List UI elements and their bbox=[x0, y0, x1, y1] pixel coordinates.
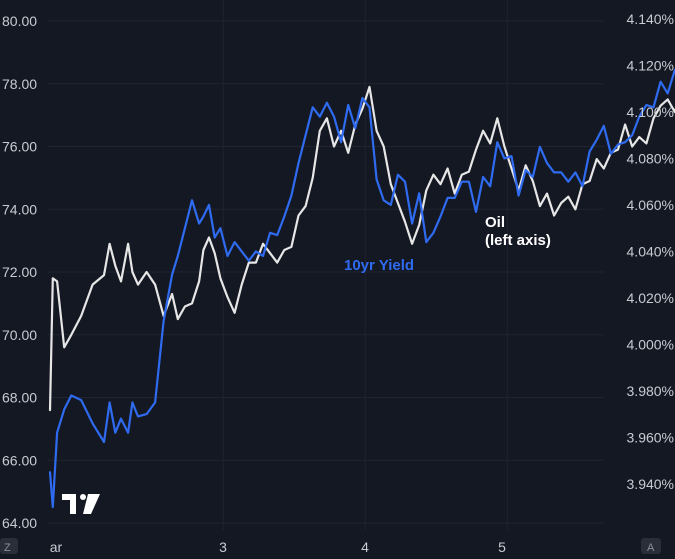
x-tick-label: 5 bbox=[498, 539, 506, 554]
x-axis-ticks: ar 3 4 5 bbox=[50, 539, 506, 555]
yield-series-label: 10yr Yield bbox=[344, 257, 414, 274]
right-tick-label: 4.000% bbox=[627, 336, 674, 352]
corner-label-right: A bbox=[647, 542, 655, 554]
right-tick-label: 4.080% bbox=[627, 150, 674, 166]
oil-series-label: Oil bbox=[485, 214, 505, 231]
right-tick-label: 3.960% bbox=[627, 429, 674, 445]
grid-lines bbox=[48, 0, 604, 530]
left-tick-label: 74.00 bbox=[2, 201, 37, 217]
left-axis-ticks: 80.00 78.00 76.00 74.00 72.00 70.00 68.00 66.00… bbox=[2, 13, 37, 531]
oil-series-label: (left axis) bbox=[485, 232, 551, 249]
left-tick-label: 64.00 bbox=[2, 515, 37, 531]
left-tick-label: 76.00 bbox=[2, 139, 37, 155]
left-tick-label: 68.00 bbox=[2, 390, 37, 406]
right-axis-ticks: 4.140% 4.120% 4.100% 4.080% 4.060% 4.040% 4.02… bbox=[627, 11, 674, 492]
left-tick-label: 70.00 bbox=[2, 327, 37, 343]
right-tick-label: 4.120% bbox=[627, 57, 674, 73]
right-tick-label: 4.020% bbox=[627, 290, 674, 306]
corner-badge-right[interactable]: A bbox=[641, 538, 661, 554]
tradingview-logo-icon[interactable] bbox=[62, 494, 100, 514]
right-tick-label: 3.980% bbox=[627, 383, 674, 399]
right-tick-label: 3.940% bbox=[627, 476, 674, 492]
left-tick-label: 78.00 bbox=[2, 76, 37, 92]
yield-series-line[interactable] bbox=[48, 17, 675, 509]
series-layer bbox=[48, 17, 675, 509]
right-tick-label: 4.140% bbox=[627, 11, 674, 27]
right-tick-label: 4.100% bbox=[627, 104, 674, 120]
right-tick-label: 4.060% bbox=[627, 197, 674, 213]
corner-label-left: Z bbox=[4, 542, 11, 554]
series-labels: Oil(left axis) 10yr Yield bbox=[344, 214, 551, 274]
left-tick-label: 80.00 bbox=[2, 13, 37, 29]
x-tick-label: 4 bbox=[361, 539, 369, 554]
oil-series-line[interactable] bbox=[48, 85, 675, 412]
corner-badge-left[interactable]: Z bbox=[0, 538, 18, 554]
right-tick-label: 4.040% bbox=[627, 243, 674, 259]
x-tick-label: ar bbox=[50, 539, 63, 554]
x-tick-label: 3 bbox=[219, 539, 227, 554]
left-tick-label: 66.00 bbox=[2, 452, 37, 468]
left-tick-label: 72.00 bbox=[2, 264, 37, 280]
